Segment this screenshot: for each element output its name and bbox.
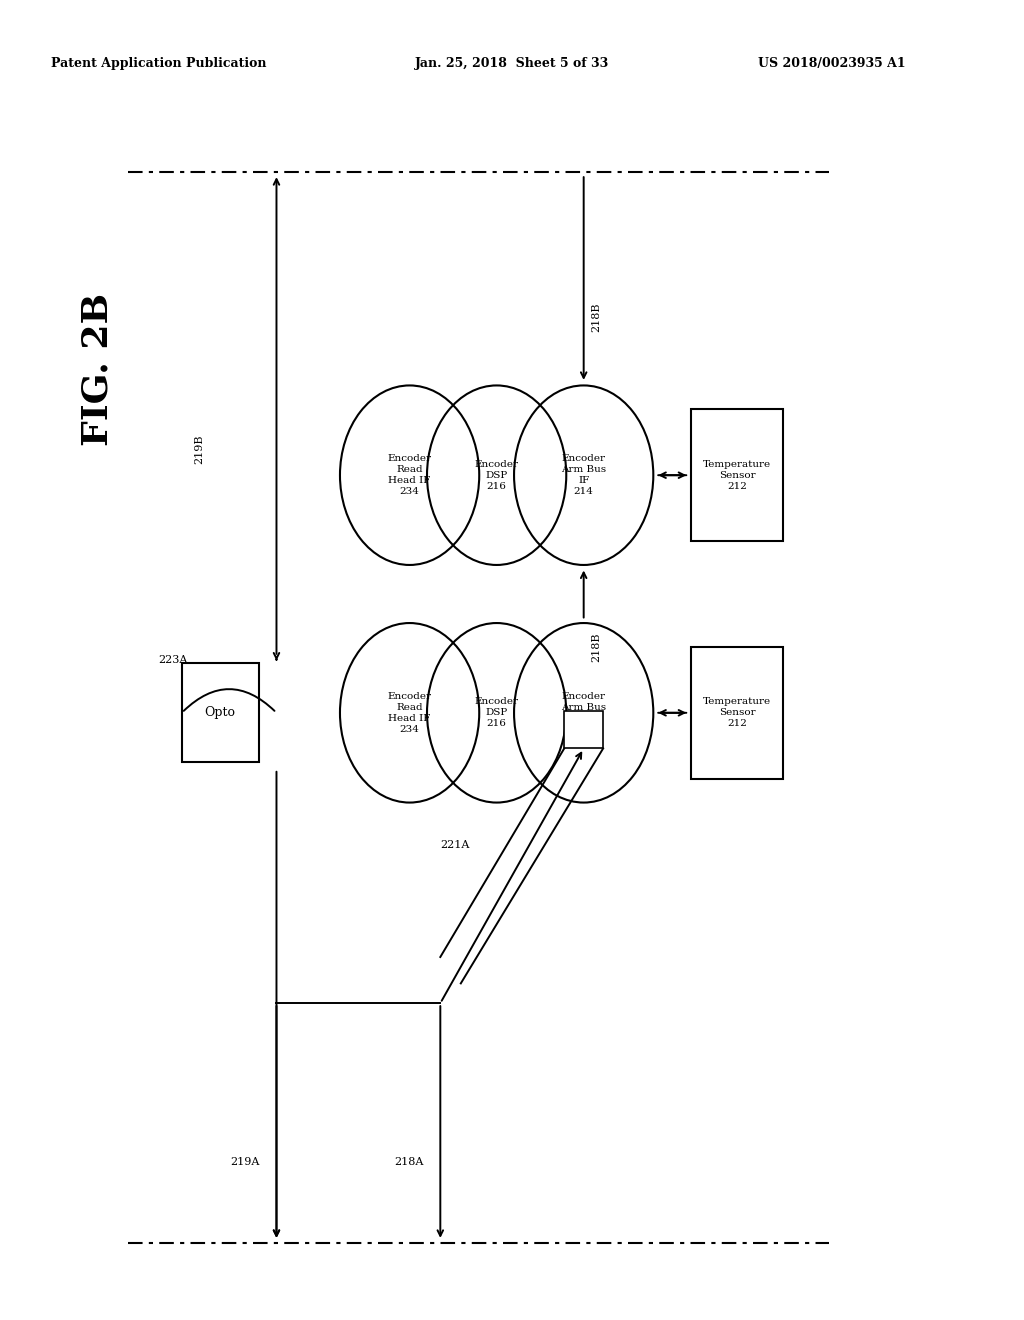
Text: 218B: 218B	[591, 302, 601, 331]
Text: 218B: 218B	[591, 632, 601, 661]
Text: Temperature
Sensor
212: Temperature Sensor 212	[703, 697, 771, 729]
Text: Encoder
Read
Head IF
234: Encoder Read Head IF 234	[388, 692, 431, 734]
Text: 219B: 219B	[195, 434, 205, 463]
Text: US 2018/0023935 A1: US 2018/0023935 A1	[758, 57, 905, 70]
Text: Jan. 25, 2018  Sheet 5 of 33: Jan. 25, 2018 Sheet 5 of 33	[415, 57, 609, 70]
Text: Encoder
Read
Head IF
234: Encoder Read Head IF 234	[388, 454, 431, 496]
Text: 221A: 221A	[440, 840, 470, 850]
Text: Encoder
DSP
216: Encoder DSP 216	[475, 697, 518, 729]
FancyArrowPatch shape	[183, 689, 274, 711]
Text: Opto: Opto	[205, 706, 236, 719]
Text: Encoder
DSP
216: Encoder DSP 216	[475, 459, 518, 491]
Text: Patent Application Publication: Patent Application Publication	[51, 57, 266, 70]
Text: 219A: 219A	[230, 1156, 260, 1167]
Text: 223A: 223A	[159, 655, 188, 665]
Text: Temperature
Sensor
212: Temperature Sensor 212	[703, 459, 771, 491]
Text: Encoder
Arm Bus
IF
214: Encoder Arm Bus IF 214	[561, 692, 606, 734]
Text: Encoder
Arm Bus
IF
214: Encoder Arm Bus IF 214	[561, 454, 606, 496]
FancyBboxPatch shape	[564, 711, 603, 748]
Text: 218A: 218A	[394, 1156, 424, 1167]
Text: FIG. 2B: FIG. 2B	[80, 293, 115, 446]
